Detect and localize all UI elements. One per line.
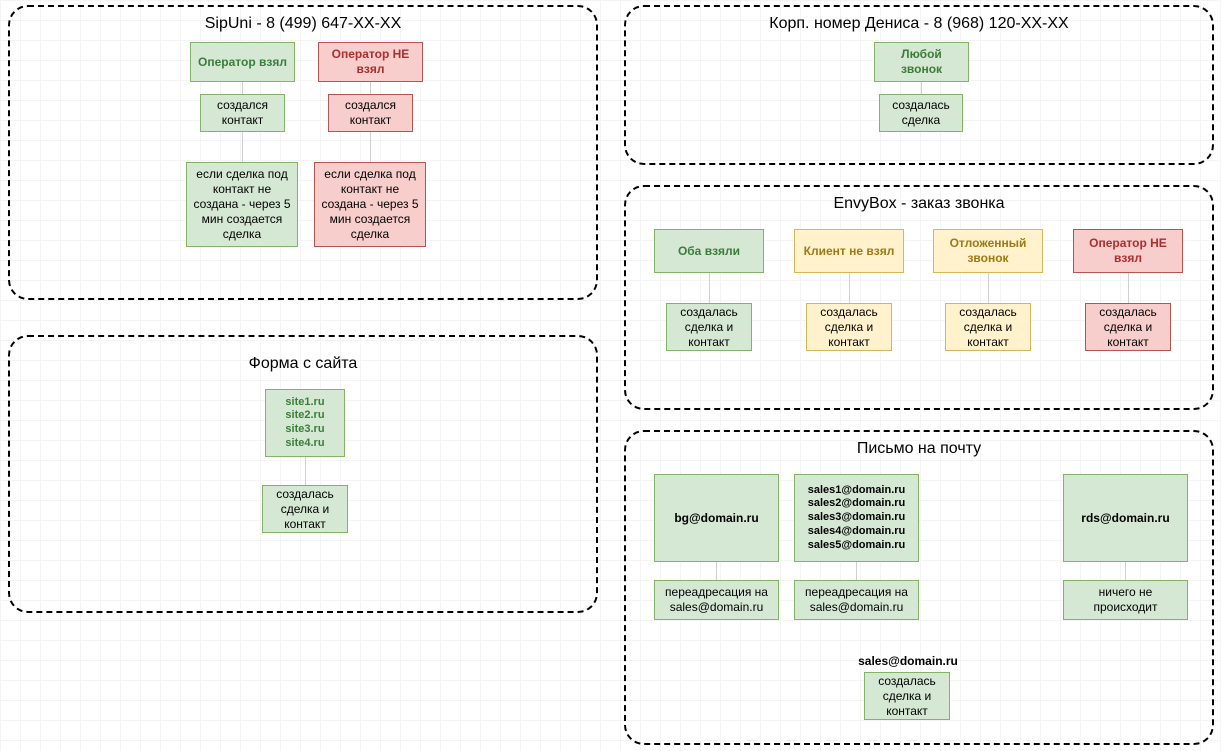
sipuni-title: SipUni - 8 (499) 647-XX-XX xyxy=(10,7,596,37)
connector xyxy=(242,82,243,94)
sipuni-col1-step2: если сделка под контакт не создана - чер… xyxy=(186,162,298,247)
envybox-col1-header: Оба взяли xyxy=(654,229,764,273)
mail-col3-action: ничего не происходит xyxy=(1063,580,1188,620)
connector xyxy=(305,457,306,485)
sipuni-col2-header: Оператор НЕ взял xyxy=(318,42,423,82)
sipuni-col2-step2: если сделка под контакт не создана - чер… xyxy=(314,162,426,247)
panel-envybox: EnvyBox - заказ звонка Оба взяли Клиент … xyxy=(624,185,1214,410)
connector xyxy=(921,82,922,94)
sipuni-col2-step1: создался контакт xyxy=(328,94,413,132)
envybox-col2-result: создалась сделка и контакт xyxy=(806,303,892,351)
mail-final-label: sales@domain.ru xyxy=(843,654,973,668)
connector xyxy=(242,132,243,162)
mail-col2-emails: sales1@domain.ru sales2@domain.ru sales3… xyxy=(794,474,919,562)
denis-result: создалась сделка xyxy=(879,94,963,132)
envybox-col3-header: Отложенный звонок xyxy=(933,229,1043,273)
form-title: Форма с сайта xyxy=(10,337,596,377)
panel-denis: Корп. номер Дениса - 8 (968) 120-XX-XX Л… xyxy=(624,5,1214,165)
panel-form: Форма с сайта site1.ru site2.ru site3.ru… xyxy=(8,335,598,613)
connector xyxy=(849,273,850,303)
denis-title: Корп. номер Дениса - 8 (968) 120-XX-XX xyxy=(626,7,1212,37)
envybox-col4-header: Оператор НЕ взял xyxy=(1073,229,1183,273)
mail-col3-email: rds@domain.ru xyxy=(1063,474,1188,562)
connector xyxy=(1128,273,1129,303)
mail-col1-action: переадресация на sales@domain.ru xyxy=(654,580,779,620)
connector xyxy=(370,132,371,162)
connector xyxy=(709,273,710,303)
connector xyxy=(716,562,717,580)
sipuni-col1-step1: создался контакт xyxy=(200,94,285,132)
denis-header: Любой звонок xyxy=(874,42,969,82)
mail-title: Письмо на почту xyxy=(626,432,1212,462)
connector xyxy=(370,82,371,94)
envybox-col1-result: создалась сделка и контакт xyxy=(666,303,752,351)
connector xyxy=(1125,562,1126,580)
mail-col1-email: bg@domain.ru xyxy=(654,474,779,562)
form-result: создалась сделка и контакт xyxy=(262,485,348,533)
connector xyxy=(988,273,989,303)
panel-mail: Письмо на почту bg@domain.ru sales1@doma… xyxy=(624,430,1214,745)
mail-col2-action: переадресация на sales@domain.ru xyxy=(794,580,919,620)
panel-sipuni: SipUni - 8 (499) 647-XX-XX Оператор взял… xyxy=(8,5,598,300)
form-sites: site1.ru site2.ru site3.ru site4.ru xyxy=(265,389,345,457)
envybox-title: EnvyBox - заказ звонка xyxy=(626,187,1212,217)
sipuni-col1-header: Оператор взял xyxy=(190,42,295,82)
envybox-col2-header: Клиент не взял xyxy=(794,229,904,273)
connector xyxy=(856,562,857,580)
envybox-col4-result: создалась сделка и контакт xyxy=(1085,303,1171,351)
mail-final-result: создалась сделка и контакт xyxy=(864,672,950,720)
envybox-col3-result: создалась сделка и контакт xyxy=(945,303,1031,351)
